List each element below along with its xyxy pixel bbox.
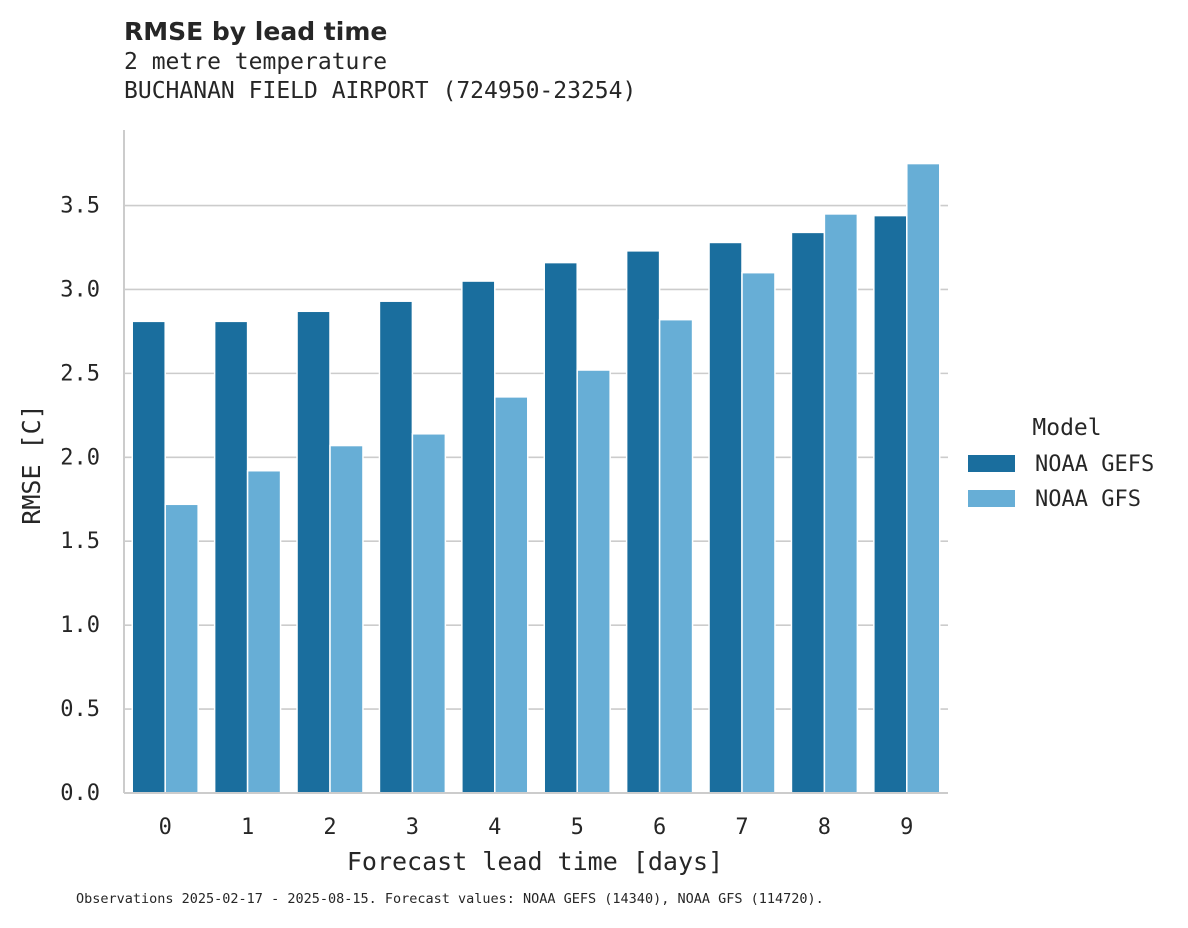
x-tick-label: 8 [818, 815, 831, 840]
x-tick-label: 0 [159, 815, 172, 840]
legend-swatch-noaa-gfs [968, 490, 1015, 507]
bar-noaa-gfs-4 [494, 396, 529, 794]
x-tick-label: 5 [571, 815, 584, 840]
x-tick-label: 7 [735, 815, 748, 840]
y-tick-label: 3.5 [60, 194, 100, 219]
legend-label-noaa-gefs: NOAA GEFS [1035, 452, 1154, 477]
y-axis-label: RMSE [C] [17, 404, 46, 524]
legend: Model NOAA GEFS NOAA GFS [968, 415, 1154, 512]
chart-subtitle-variable: 2 metre temperature [124, 49, 388, 75]
footnote: Observations 2025-02-17 - 2025-08-15. Fo… [76, 891, 824, 907]
y-tick-label: 0.5 [60, 697, 100, 722]
x-tick-label: 9 [900, 815, 913, 840]
legend-label-noaa-gfs: NOAA GFS [1035, 487, 1141, 512]
title-block: RMSE by lead time 2 metre temperature BU… [124, 16, 636, 106]
bars [131, 162, 941, 794]
bar-noaa-gefs-7 [708, 241, 743, 794]
x-axis-label: Forecast lead time [days] [347, 847, 723, 876]
legend-title: Model [1032, 415, 1101, 441]
legend-swatch-noaa-gefs [968, 455, 1015, 472]
axes: 0.0 0.5 1.0 1.5 2.0 2.5 3.0 3.5 0 1 2 3 4 5 6 7 8 9 Foreca… [17, 130, 948, 876]
bar-noaa-gefs-1 [213, 320, 249, 794]
bar-noaa-gefs-6 [625, 250, 661, 794]
bar-noaa-gfs-1 [246, 469, 282, 794]
bar-noaa-gefs-8 [790, 231, 826, 794]
x-tick-label: 1 [241, 815, 254, 840]
x-tick-label: 6 [653, 815, 666, 840]
y-tick-label: 2.5 [60, 361, 100, 386]
bar-noaa-gfs-3 [411, 433, 447, 794]
bar-noaa-gefs-0 [131, 320, 166, 794]
x-tick-label: 4 [488, 815, 501, 840]
bar-noaa-gefs-2 [296, 310, 331, 794]
bar-noaa-gfs-8 [823, 213, 859, 794]
bar-noaa-gefs-3 [378, 300, 414, 794]
bar-noaa-gfs-2 [329, 444, 364, 794]
chart-subtitle-station: BUCHANAN FIELD AIRPORT (724950-23254) [124, 78, 637, 104]
y-tick-label: 0.0 [60, 781, 100, 806]
bar-noaa-gfs-5 [576, 369, 611, 794]
y-tick-label: 3.0 [60, 277, 100, 302]
bar-noaa-gfs-6 [658, 318, 694, 794]
bar-noaa-gfs-9 [906, 162, 941, 794]
x-tick-label: 2 [323, 815, 336, 840]
bar-noaa-gefs-4 [461, 280, 496, 794]
bar-noaa-gfs-7 [741, 271, 776, 794]
bar-noaa-gefs-5 [543, 261, 578, 794]
y-tick-label: 1.5 [60, 529, 100, 554]
y-tick-label: 1.0 [60, 613, 100, 638]
y-tick-label: 2.0 [60, 445, 100, 470]
bar-noaa-gfs-0 [164, 503, 199, 794]
bar-noaa-gefs-9 [873, 214, 908, 794]
chart-title: RMSE by lead time [124, 17, 388, 46]
x-tick-label: 3 [406, 815, 419, 840]
